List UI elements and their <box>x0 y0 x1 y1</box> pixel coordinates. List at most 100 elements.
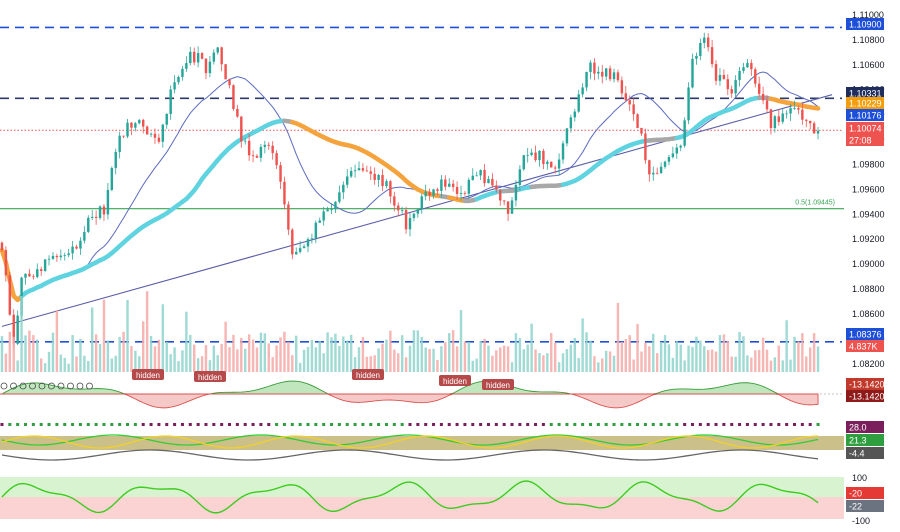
candle-body[interactable] <box>593 63 595 74</box>
candle-body[interactable] <box>491 179 493 186</box>
candle-body[interactable] <box>664 162 666 167</box>
candle-body[interactable] <box>460 193 462 194</box>
candle-body[interactable] <box>32 276 34 277</box>
candle-body[interactable] <box>67 253 69 255</box>
candle-body[interactable] <box>409 218 411 229</box>
candle-body[interactable] <box>417 209 419 213</box>
candle-body[interactable] <box>581 87 583 94</box>
candle-body[interactable] <box>656 173 658 174</box>
candle-body[interactable] <box>381 175 383 186</box>
candle-body[interactable] <box>742 67 744 71</box>
candle-body[interactable] <box>538 151 540 160</box>
candle-body[interactable] <box>456 187 458 194</box>
candle-body[interactable] <box>330 209 332 210</box>
candle-body[interactable] <box>738 71 740 80</box>
candle-body[interactable] <box>236 109 238 117</box>
candle-body[interactable] <box>468 180 470 194</box>
candle-body[interactable] <box>762 94 764 100</box>
candle-body[interactable] <box>475 175 477 176</box>
candle-body[interactable] <box>52 256 54 259</box>
candle-body[interactable] <box>158 138 160 142</box>
candle-body[interactable] <box>680 146 682 148</box>
candle-body[interactable] <box>621 80 623 93</box>
candle-body[interactable] <box>652 173 654 175</box>
candle-body[interactable] <box>393 196 395 205</box>
candle-body[interactable] <box>252 155 254 156</box>
candle-body[interactable] <box>605 68 607 76</box>
candle-body[interactable] <box>350 171 352 177</box>
candle-body[interactable] <box>28 274 30 277</box>
candle-body[interactable] <box>228 79 230 85</box>
candle-body[interactable] <box>217 47 219 52</box>
candle-body[interactable] <box>511 200 513 213</box>
candle-body[interactable] <box>707 38 709 48</box>
candle-body[interactable] <box>354 170 356 171</box>
candle-body[interactable] <box>5 250 7 275</box>
candle-body[interactable] <box>526 155 528 156</box>
candle-body[interactable] <box>487 179 489 183</box>
candle-body[interactable] <box>585 72 587 87</box>
candle-body[interactable] <box>16 316 18 344</box>
candle-body[interactable] <box>60 256 62 258</box>
candle-body[interactable] <box>1 243 3 250</box>
candle-body[interactable] <box>719 75 721 81</box>
candle-body[interactable] <box>660 167 662 173</box>
candle-body[interactable] <box>358 168 360 170</box>
candle-body[interactable] <box>723 75 725 79</box>
candle-body[interactable] <box>79 241 81 249</box>
candle-body[interactable] <box>162 125 164 142</box>
candle-body[interactable] <box>499 190 501 201</box>
candle-body[interactable] <box>64 255 66 256</box>
candle-body[interactable] <box>648 160 650 174</box>
candle-body[interactable] <box>613 72 615 79</box>
candle-body[interactable] <box>370 171 372 173</box>
candle-body[interactable] <box>209 62 211 73</box>
candle-body[interactable] <box>181 69 183 77</box>
candle-body[interactable] <box>307 239 309 246</box>
candle-body[interactable] <box>432 189 434 195</box>
candle-body[interactable] <box>554 168 556 169</box>
candle-body[interactable] <box>189 52 191 63</box>
candle-body[interactable] <box>703 38 705 43</box>
candle-body[interactable] <box>240 117 242 142</box>
candle-body[interactable] <box>413 214 415 218</box>
candle-body[interactable] <box>530 153 532 155</box>
candle-body[interactable] <box>385 181 387 186</box>
candle-body[interactable] <box>562 143 564 159</box>
candle-body[interactable] <box>766 100 768 109</box>
candle-body[interactable] <box>797 108 799 110</box>
candle-body[interactable] <box>597 72 599 74</box>
candle-body[interactable] <box>731 89 733 93</box>
candle-body[interactable] <box>789 108 791 113</box>
candle-body[interactable] <box>711 47 713 64</box>
candle-body[interactable] <box>342 185 344 193</box>
candle-body[interactable] <box>95 217 97 218</box>
candle-body[interactable] <box>448 184 450 187</box>
candle-body[interactable] <box>87 218 89 232</box>
candle-body[interactable] <box>695 56 697 59</box>
candle-body[interactable] <box>483 170 485 183</box>
candle-body[interactable] <box>421 196 423 209</box>
candle-body[interactable] <box>699 43 701 56</box>
candle-body[interactable] <box>479 170 481 175</box>
candle-body[interactable] <box>9 275 11 314</box>
candle-body[interactable] <box>134 123 136 127</box>
candle-body[interactable] <box>687 87 689 120</box>
candle-body[interactable] <box>326 209 328 211</box>
candle-body[interactable] <box>338 192 340 201</box>
candle-body[interactable] <box>232 85 234 109</box>
candle-body[interactable] <box>782 114 784 122</box>
candle-body[interactable] <box>519 169 521 185</box>
candle-body[interactable] <box>542 151 544 164</box>
candle-body[interactable] <box>774 116 776 128</box>
candle-body[interactable] <box>523 155 525 169</box>
candle-body[interactable] <box>146 127 148 135</box>
candle-body[interactable] <box>150 134 152 135</box>
candle-body[interactable] <box>389 181 391 196</box>
candle-body[interactable] <box>75 247 77 249</box>
candle-body[interactable] <box>256 156 258 158</box>
candle-body[interactable] <box>291 230 293 255</box>
candle-body[interactable] <box>734 80 736 93</box>
candle-body[interactable] <box>303 246 305 248</box>
